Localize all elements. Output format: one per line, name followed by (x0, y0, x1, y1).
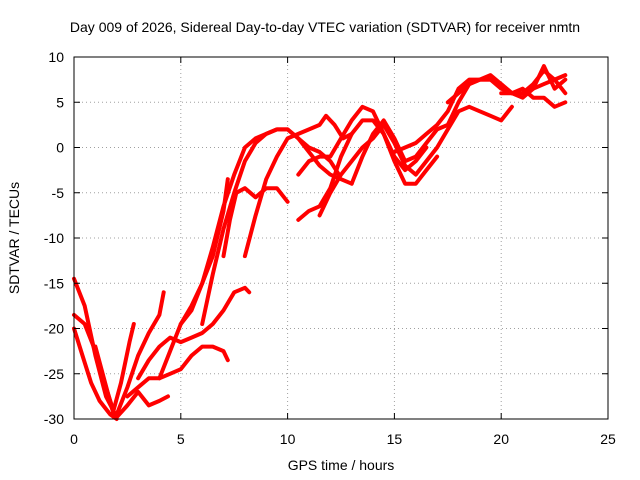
y-tick-label: -30 (44, 411, 64, 427)
series-line-sat-14 (296, 104, 440, 186)
y-tick-label: 5 (56, 94, 64, 110)
series-line-sat-12 (221, 186, 290, 259)
x-tick-label: 10 (280, 431, 296, 447)
grid (74, 57, 608, 419)
x-tick-label: 5 (177, 431, 185, 447)
series-line-sat-8 (136, 285, 252, 381)
series-line-sat-20 (499, 86, 568, 109)
series-line-sat-13 (242, 113, 354, 259)
x-tick-label: 0 (70, 431, 78, 447)
x-axis-label: GPS time / hours (288, 457, 395, 473)
y-tick-label: 10 (48, 49, 64, 65)
series-line-sat-15 (296, 118, 429, 222)
y-tick-label: 0 (56, 140, 64, 156)
y-tick-label: -5 (52, 185, 65, 201)
x-tick-label: 20 (493, 431, 509, 447)
series-line-sat-7 (125, 344, 230, 399)
series-line-sat-11 (200, 127, 354, 326)
x-tick-label: 25 (600, 431, 616, 447)
series-line-sat-19 (445, 64, 568, 105)
x-tick-label: 15 (387, 431, 403, 447)
chart-title: Day 009 of 2026, Sidereal Day-to-day VTE… (70, 19, 580, 35)
series-line-sat-6 (114, 290, 166, 417)
series-line-sat-5 (110, 322, 136, 417)
tick-group: 0 5 10 15 20 25 -30 -25 -20 -15 -10 -5 0 5 10 (44, 49, 616, 447)
series-line-sat-4 (93, 344, 115, 412)
y-tick-label: -25 (44, 366, 64, 382)
series-line-sat-1 (72, 276, 170, 420)
y-tick-label: -10 (44, 230, 64, 246)
series-group (72, 64, 568, 421)
series-line-sat-16 (317, 104, 514, 218)
y-tick-label: -20 (44, 321, 64, 337)
y-tick-label: -15 (44, 275, 64, 291)
y-axis-label: SDTVAR / TECUs (6, 182, 22, 294)
